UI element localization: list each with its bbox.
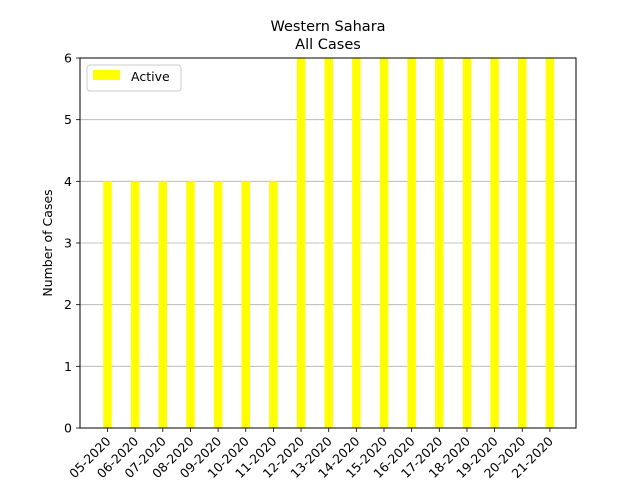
- chart-subtitle: All Cases: [295, 37, 361, 53]
- bar-16-2020: [407, 58, 416, 428]
- bar-11-2020: [269, 181, 278, 428]
- y-tick-label-4: 4: [64, 174, 72, 189]
- bar-15-2020: [379, 58, 389, 428]
- bar-14-2020: [352, 58, 361, 428]
- bars: [103, 58, 555, 428]
- y-tick-label-2: 2: [64, 297, 72, 312]
- bar-07-2020: [158, 181, 168, 428]
- bar-06-2020: [130, 181, 140, 428]
- y-tick-label-6: 6: [64, 51, 72, 66]
- bar-20-2020: [518, 58, 527, 428]
- y-axis-label: Number of Cases: [40, 189, 55, 296]
- bar-18-2020: [462, 58, 472, 428]
- bar-21-2020: [545, 58, 555, 428]
- bar-19-2020: [490, 58, 499, 428]
- y-tick-label-3: 3: [64, 236, 72, 251]
- y-tick-label-5: 5: [64, 112, 72, 127]
- bar-10-2020: [241, 181, 250, 428]
- legend-swatch-active: [93, 70, 120, 80]
- bar-09-2020: [213, 181, 223, 428]
- legend-label-active: Active: [131, 69, 170, 84]
- y-tick-label-1: 1: [64, 359, 72, 374]
- y-ticks: 0 1 2 3 4 5 6: [64, 51, 80, 436]
- x-ticks: 05-202006-202007-202008-202009-202010-20…: [66, 428, 556, 481]
- chart-title: Western Sahara: [270, 19, 385, 35]
- legend: Active: [86, 64, 182, 92]
- bar-13-2020: [324, 58, 333, 428]
- bar-08-2020: [186, 181, 195, 428]
- bar-05-2020: [103, 181, 112, 428]
- bar-12-2020: [296, 58, 306, 428]
- y-tick-label-0: 0: [64, 421, 72, 436]
- bar-17-2020: [435, 58, 444, 428]
